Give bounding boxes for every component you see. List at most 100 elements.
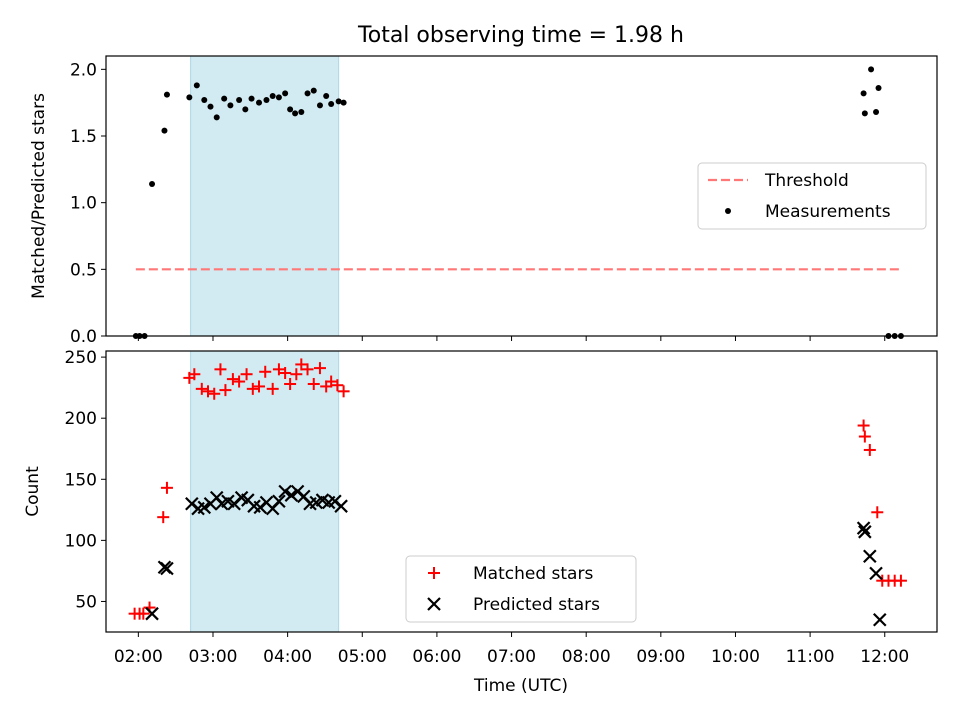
- measurement-point: [236, 97, 243, 103]
- matched-point: [295, 358, 308, 371]
- measurement-point: [242, 106, 249, 113]
- measurement-point: [161, 127, 168, 134]
- measurement-point: [163, 91, 170, 98]
- predicted-point: [858, 525, 872, 539]
- xtick-label: 11:00: [786, 647, 835, 667]
- predicted-point-b: [334, 499, 348, 513]
- bottom-shaded-span: [190, 350, 340, 633]
- predicted-point-b: [234, 490, 249, 505]
- top-ylabel: Matched/Predicted stars: [29, 93, 49, 299]
- matched-point: [863, 443, 876, 456]
- predicted-point-b: [197, 500, 212, 515]
- predicted-point-b: [259, 495, 274, 510]
- matched-point: [325, 375, 338, 388]
- bottom-panel: 50 100 150 200 250 Count 02:00 03:00 04:00 05:00 0…: [23, 348, 938, 696]
- legend-predicted-marker: [427, 597, 441, 611]
- matched-point: [195, 382, 208, 395]
- legend-measurements-label: Measurements: [765, 202, 891, 222]
- top-ytick-label: 0.0: [70, 327, 97, 347]
- predicted-point-b: [145, 606, 159, 621]
- matched-point: [301, 363, 314, 376]
- matched-point: [857, 419, 870, 432]
- measurement-point: [221, 95, 228, 102]
- matched-point: [219, 384, 232, 397]
- measurement-point: [323, 93, 330, 99]
- measurement-point: [868, 66, 875, 73]
- predicted-point-b: [284, 488, 299, 502]
- predicted-point-b: [856, 521, 871, 535]
- predicted-point-b: [297, 489, 311, 504]
- measurement-point: [248, 95, 255, 102]
- matched-point: [214, 363, 227, 376]
- legend-predicted-marker-b: [427, 597, 441, 611]
- matched-point: [266, 382, 279, 395]
- xtick-label: 04:00: [263, 647, 312, 667]
- measurement-point: [292, 110, 299, 117]
- matched-point: [284, 377, 297, 390]
- xtick-label: 02:00: [114, 647, 163, 667]
- measurement-point: [304, 90, 311, 97]
- top-ytick-label: 1.5: [70, 127, 97, 147]
- matched-point: [331, 379, 344, 392]
- predicted-point-b: [315, 493, 330, 507]
- matched-point: [871, 506, 884, 519]
- legend-matched-marker: [428, 567, 440, 579]
- legend-predicted-label: Predicted stars: [473, 595, 600, 615]
- matched-point: [313, 362, 326, 375]
- matched-point: [160, 481, 173, 494]
- matched-point: [202, 385, 215, 398]
- measurement-point: [201, 97, 208, 103]
- predicted-point-b: [869, 566, 883, 581]
- matched-point: [233, 375, 246, 388]
- measurement-point: [875, 85, 882, 91]
- predicted-point: [197, 500, 212, 515]
- predicted-point: [872, 613, 887, 627]
- predicted-point: [160, 561, 174, 576]
- top-legend: Threshold Measurements: [697, 162, 927, 230]
- matched-point: [240, 368, 253, 381]
- predicted-point-b: [863, 549, 877, 564]
- predicted-point: [334, 499, 348, 513]
- measurement-point: [310, 87, 317, 94]
- measurement-point: [873, 109, 880, 115]
- measurement-point: [256, 99, 263, 106]
- xtick-label: 03:00: [188, 647, 237, 667]
- top-ytick-label: 0.5: [70, 260, 97, 280]
- predicted-point-b: [247, 499, 261, 513]
- x-axis-label: Time (UTC): [473, 676, 568, 696]
- legend-matched-label: Matched stars: [473, 564, 593, 584]
- matched-point: [188, 368, 201, 381]
- measurement-point: [275, 94, 282, 101]
- measurement-point: [335, 98, 342, 105]
- top-shaded-span: [190, 55, 340, 337]
- matched-point: [253, 380, 266, 393]
- predicted-point-b: [872, 613, 887, 627]
- top-ytick-label: 2.0: [70, 60, 97, 80]
- bottom-ytick-label: 50: [75, 592, 97, 612]
- xtick-label: 12:00: [860, 647, 909, 667]
- measurement-point: [263, 97, 270, 103]
- bottom-ytick-label: 200: [65, 409, 97, 429]
- top-axes-frame: [105, 55, 938, 337]
- matched-point: [307, 377, 320, 390]
- predicted-point-b: [241, 493, 255, 507]
- measurement-point: [328, 101, 335, 107]
- matched-point: [272, 363, 285, 376]
- predicted-point-b: [858, 525, 872, 539]
- measurement-point: [316, 102, 323, 109]
- bottom-axes-frame: [105, 350, 938, 633]
- bottom-ytick-label: 150: [65, 470, 97, 490]
- xtick-label: 05:00: [338, 647, 387, 667]
- measurement-point: [207, 103, 214, 110]
- matched-point: [157, 511, 170, 524]
- predicted-point-b: [272, 494, 286, 509]
- measurement-point: [298, 109, 305, 115]
- measurement-point: [340, 99, 347, 106]
- bottom-ytick-label: 250: [65, 348, 97, 368]
- matched-point: [137, 607, 150, 620]
- measurement-point: [193, 82, 200, 89]
- measurement-point: [861, 110, 868, 117]
- matched-point: [279, 366, 292, 379]
- bottom-ylabel: Count: [23, 466, 43, 517]
